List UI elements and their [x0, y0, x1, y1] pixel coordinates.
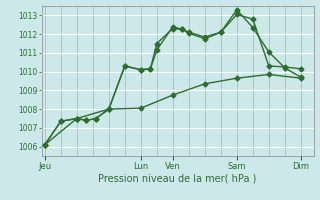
X-axis label: Pression niveau de la mer( hPa ): Pression niveau de la mer( hPa ) — [99, 173, 257, 183]
